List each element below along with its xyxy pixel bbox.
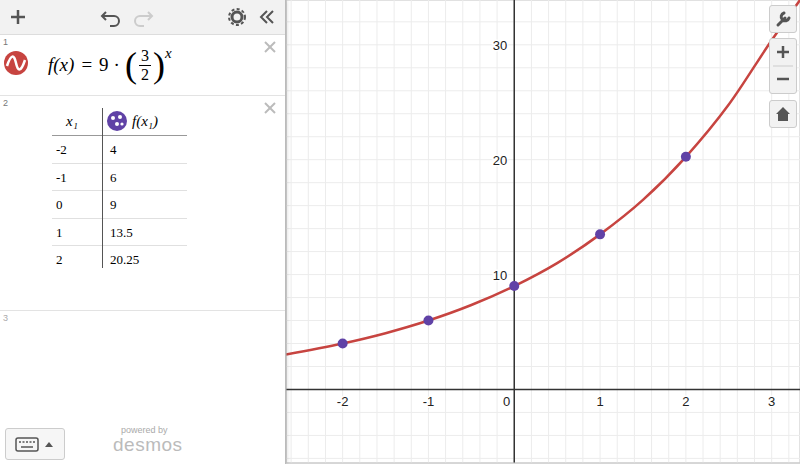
svg-text:30: 30 bbox=[493, 38, 507, 53]
html-text:6: 6 bbox=[110, 169, 117, 185]
html-text:2: 2 bbox=[56, 252, 63, 267]
html-text:2: 2 bbox=[140, 65, 149, 83]
svg-text:10: 10 bbox=[493, 268, 507, 283]
html-text:0: 0 bbox=[56, 197, 63, 212]
html-text:3: 3 bbox=[140, 46, 149, 64]
svg-text:-1: -1 bbox=[423, 394, 435, 409]
html-text:3: 3 bbox=[3, 313, 8, 323]
svg-text:-2: -2 bbox=[337, 394, 349, 409]
html-text:-2: -2 bbox=[56, 142, 67, 157]
svg-text:20: 20 bbox=[493, 153, 507, 168]
html-text:f(x₁): f(x₁) bbox=[132, 113, 158, 129]
html-text:13.5: 13.5 bbox=[110, 224, 133, 240]
html-text:x: x bbox=[164, 45, 172, 61]
svg-text:2: 2 bbox=[682, 394, 689, 409]
html-text:2: 2 bbox=[3, 98, 8, 108]
html-text:20.25: 20.25 bbox=[110, 252, 140, 267]
html-text:9: 9 bbox=[110, 197, 117, 212]
html-text:1: 1 bbox=[3, 37, 8, 47]
html-text:x₁: x₁ bbox=[66, 113, 78, 129]
html-text:-1: -1 bbox=[56, 169, 67, 185]
html-text:4: 4 bbox=[110, 142, 117, 157]
svg-text:3: 3 bbox=[768, 394, 775, 409]
svg-text:1: 1 bbox=[596, 394, 603, 409]
html-text:f(x) = 9 ·(: f(x) = 9 ·( bbox=[48, 45, 137, 85]
html-text:1: 1 bbox=[56, 224, 63, 240]
html-text:powered by: powered by bbox=[121, 425, 168, 435]
html-text:desmos: desmos bbox=[113, 434, 183, 455]
svg-text:0: 0 bbox=[503, 394, 510, 409]
